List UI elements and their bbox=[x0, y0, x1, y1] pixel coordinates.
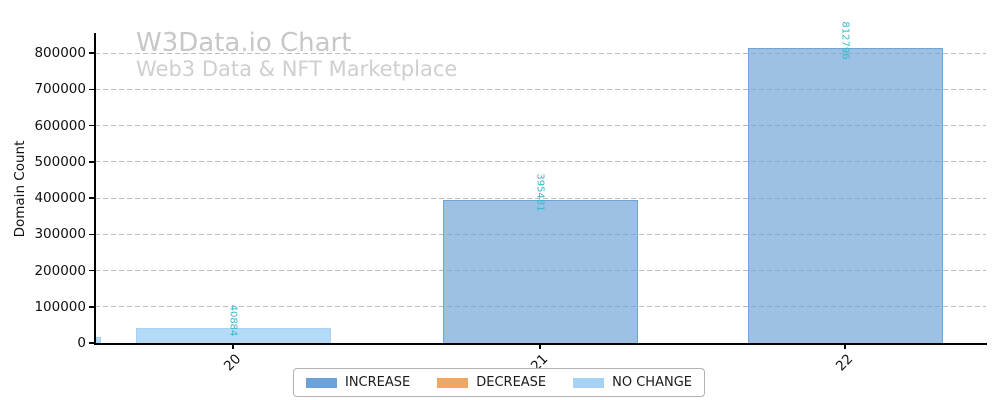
legend-label: DECREASE bbox=[476, 375, 547, 390]
gridline bbox=[95, 197, 986, 199]
bar-value-text: 812796 bbox=[839, 21, 851, 60]
y-axis-label: Domain Count bbox=[12, 140, 28, 238]
x-tick-mark bbox=[232, 345, 234, 349]
x-tick-mark bbox=[844, 345, 846, 349]
y-tick-label: 800000 bbox=[34, 45, 86, 61]
y-tick-mark bbox=[89, 233, 94, 235]
y-tick-label: 400000 bbox=[34, 190, 86, 206]
bar-value-label: 812796 bbox=[823, 4, 867, 60]
y-tick-label: 500000 bbox=[34, 153, 86, 170]
chart-subtitle: Web3 Data & NFT Marketplace bbox=[136, 57, 458, 81]
y-tick-mark bbox=[89, 161, 94, 163]
y-tick-label: 200000 bbox=[34, 262, 86, 279]
bar-value-text: 40884 bbox=[227, 304, 239, 337]
gridline bbox=[95, 88, 986, 90]
y-tick-label: 0 bbox=[77, 335, 86, 351]
legend-item-no-change: NO CHANGE bbox=[573, 375, 692, 390]
bar-value-label: 40884 bbox=[211, 284, 255, 337]
legend-label: INCREASE bbox=[345, 375, 411, 390]
legend-item-decrease: DECREASE bbox=[437, 375, 546, 390]
legend: INCREASE DECREASE NO CHANGE bbox=[293, 368, 705, 397]
y-tick-label: 700000 bbox=[34, 81, 86, 98]
y-axis-line bbox=[94, 33, 96, 344]
x-tick-mark bbox=[539, 345, 541, 349]
y-tick-mark bbox=[89, 52, 94, 54]
y-tick-mark bbox=[89, 342, 94, 344]
legend-label: NO CHANGE bbox=[612, 375, 692, 390]
bar-20 bbox=[135, 328, 331, 343]
y-tick-mark bbox=[89, 197, 94, 199]
x-axis-line bbox=[94, 343, 987, 345]
x-tick-label: 22 bbox=[832, 351, 857, 375]
bar-value-text: 395481 bbox=[534, 173, 546, 212]
y-tick-mark bbox=[89, 269, 94, 272]
legend-swatch-icon bbox=[437, 377, 469, 388]
y-tick-label: 300000 bbox=[34, 226, 86, 243]
legend-swatch-icon bbox=[573, 377, 605, 388]
gridline bbox=[95, 52, 986, 54]
gridline bbox=[95, 161, 986, 163]
y-tick-mark bbox=[89, 88, 94, 90]
bar-22 bbox=[747, 48, 943, 343]
x-tick-label: 20 bbox=[220, 351, 245, 375]
legend-item-increase: INCREASE bbox=[306, 375, 410, 390]
y-tick-label: 100000 bbox=[34, 298, 86, 315]
bar-value-label: 395481 bbox=[518, 156, 562, 211]
legend-swatch-icon bbox=[306, 377, 337, 388]
y-tick-mark bbox=[89, 306, 94, 308]
bar-21 bbox=[442, 199, 638, 343]
chart-title: W3Data.io Chart bbox=[136, 28, 352, 58]
clipped-partial-bar bbox=[95, 337, 101, 343]
y-tick-mark bbox=[89, 124, 94, 127]
gridline bbox=[95, 125, 986, 126]
y-tick-label: 600000 bbox=[34, 117, 86, 134]
